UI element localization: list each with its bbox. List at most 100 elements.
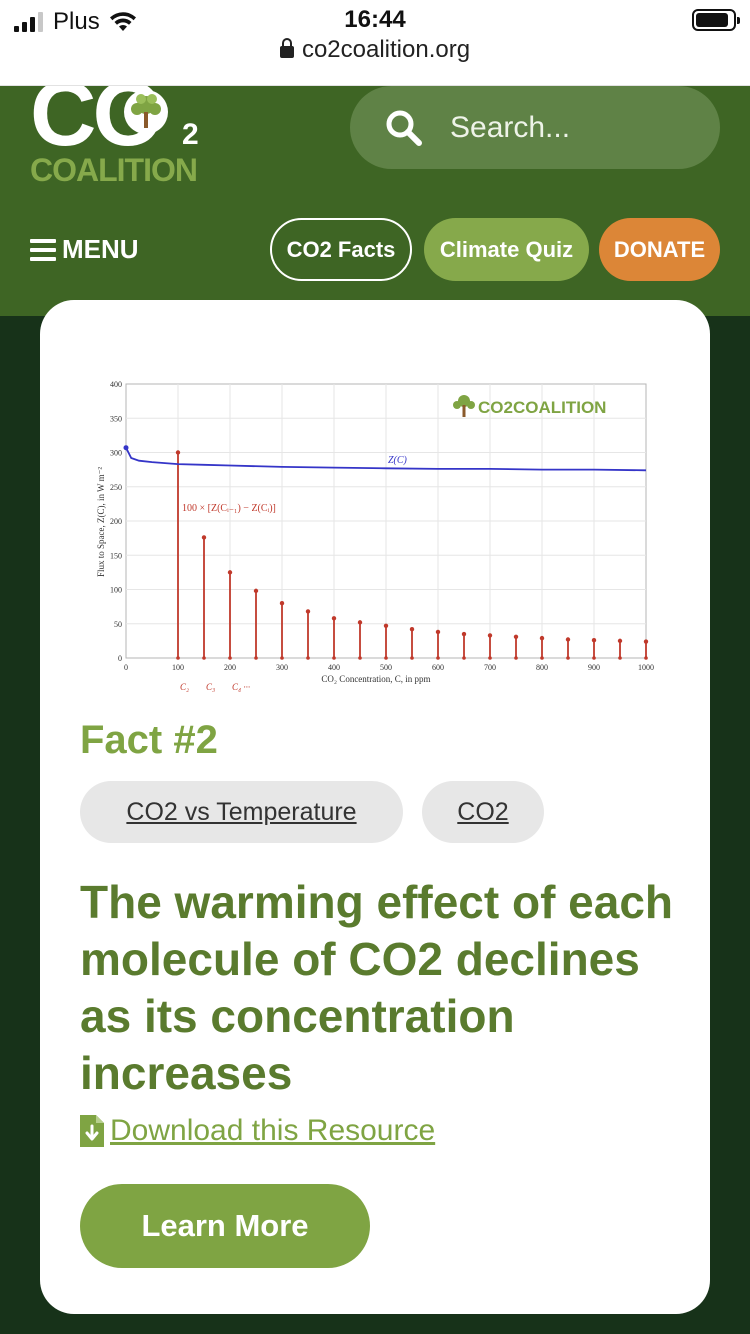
stem-point	[227, 570, 233, 575]
stem-base-point	[332, 656, 336, 660]
stem-base-point	[644, 656, 648, 660]
stem-point	[461, 631, 467, 637]
y-tick-label: 300	[110, 449, 122, 458]
search-icon	[386, 110, 422, 146]
tag-co2[interactable]: CO2	[422, 781, 544, 843]
stem-point	[357, 620, 363, 625]
y-tick-label: 400	[110, 380, 122, 389]
fact-headline: The warming effect of each molecule of C…	[80, 876, 674, 1099]
stem-point	[331, 616, 337, 621]
stem-base-point	[488, 656, 492, 660]
under-axis-label-c4: C₄ ···	[232, 682, 250, 692]
x-tick-label: 200	[224, 663, 236, 672]
watermark-text: CO2COALITION	[478, 398, 606, 417]
stem-base-point	[410, 656, 414, 660]
search-bar[interactable]: Search...	[350, 86, 720, 169]
y-tick-label: 50	[114, 620, 122, 629]
co2-facts-button[interactable]: CO2 Facts	[270, 218, 412, 281]
hamburger-icon	[30, 238, 56, 261]
y-tick-label: 0	[118, 654, 122, 663]
stem-point	[435, 629, 441, 635]
y-tick-label: 200	[110, 517, 122, 526]
donate-button[interactable]: DONATE	[599, 218, 720, 281]
climate-quiz-button[interactable]: Climate Quiz	[424, 218, 589, 281]
x-tick-label: 100	[172, 663, 184, 672]
logo-subscript: 2	[182, 118, 199, 151]
stem-point	[253, 588, 259, 594]
download-link[interactable]: Download this Resource	[80, 1114, 435, 1148]
series-start-point	[123, 445, 129, 451]
y-tick-label: 150	[110, 551, 122, 560]
tree-icon	[124, 90, 168, 134]
x-tick-label: 0	[124, 663, 128, 672]
stem-base-point	[436, 656, 440, 660]
clock: 16:44	[344, 6, 406, 33]
search-input[interactable]: Search...	[450, 110, 571, 144]
x-tick-label: 600	[432, 663, 444, 672]
stem-base-point	[306, 656, 310, 660]
x-tick-label: 500	[380, 663, 392, 672]
stem-base-point	[202, 656, 206, 660]
download-file-icon	[80, 1115, 104, 1147]
stem-point	[383, 623, 389, 629]
stem-base-point	[384, 656, 388, 660]
x-tick-label: 1000	[638, 663, 654, 672]
url-text: co2coalition.org	[301, 36, 471, 63]
stem-base-point	[176, 656, 180, 660]
stem-point	[201, 535, 207, 540]
chart-ticks: 0 100 200 300 400 500 600 700 800 900 1000 0 50 100 15…	[110, 380, 654, 672]
stem-base-point	[514, 656, 518, 660]
stem-point	[591, 637, 597, 643]
stem-base-point	[462, 656, 466, 660]
wifi-icon	[109, 12, 136, 31]
y-tick-label: 100	[110, 586, 122, 595]
stem-base-point	[228, 656, 232, 660]
stem-point	[565, 637, 571, 642]
stem-point	[487, 633, 493, 638]
lock-icon	[279, 38, 294, 58]
site-logo[interactable]: CO 2 COALITION	[30, 86, 220, 196]
learn-more-button[interactable]: Learn More	[80, 1184, 370, 1268]
stem-base-point	[254, 656, 258, 660]
x-tick-label: 800	[536, 663, 548, 672]
chart-grid	[126, 384, 646, 658]
battery-icon	[692, 9, 740, 31]
fact-chart: 0 100 200 300 400 500 600 700 800 900 1000 0 50 100 15…	[96, 380, 654, 692]
under-axis-label-c3: C₃	[206, 682, 215, 692]
stem-point	[279, 601, 285, 606]
stem-base-point	[280, 656, 284, 660]
tag-co2-vs-temperature[interactable]: CO2 vs Temperature	[80, 781, 403, 843]
stem-point	[513, 634, 519, 639]
x-tick-label: 900	[588, 663, 600, 672]
x-tick-label: 700	[484, 663, 496, 672]
stem-point	[175, 450, 181, 455]
stem-base-point	[540, 656, 544, 660]
signal-icon	[14, 12, 43, 32]
stem-point	[617, 638, 623, 644]
fact-card: 0 100 200 300 400 500 600 700 800 900 1000 0 50 100 15…	[40, 300, 710, 1314]
stem-base-point	[618, 656, 622, 660]
menu-button[interactable]: MENU	[30, 234, 139, 265]
status-left: Plus	[14, 8, 138, 36]
fact-number: Fact #2	[80, 718, 218, 762]
stem-base-point	[358, 656, 362, 660]
stem-point	[305, 609, 311, 614]
download-label: Download this Resource	[110, 1114, 436, 1147]
stem-base-point	[592, 656, 596, 660]
series-line-zc	[125, 447, 647, 472]
x-tick-label: 400	[328, 663, 340, 672]
stem-point	[409, 627, 415, 632]
address-bar[interactable]: co2coalition.org	[0, 36, 750, 64]
under-axis-label-c2: C₂	[180, 682, 189, 692]
x-tick-label: 300	[276, 663, 288, 672]
y-tick-label: 350	[110, 414, 122, 423]
stem-label: 100 × [Z(Cᵢ₋₁) − Z(Cᵢ)]	[182, 503, 276, 514]
chart-stems	[175, 450, 649, 660]
curve-label: Z(C)	[388, 455, 408, 466]
logo-wordmark: COALITION	[30, 152, 198, 188]
y-tick-label: 250	[110, 483, 122, 492]
stem-point	[539, 635, 545, 641]
stem-point	[643, 639, 649, 644]
menu-label: MENU	[62, 234, 139, 264]
status-bar: Plus 16:44 co2coalition.org	[0, 0, 750, 86]
